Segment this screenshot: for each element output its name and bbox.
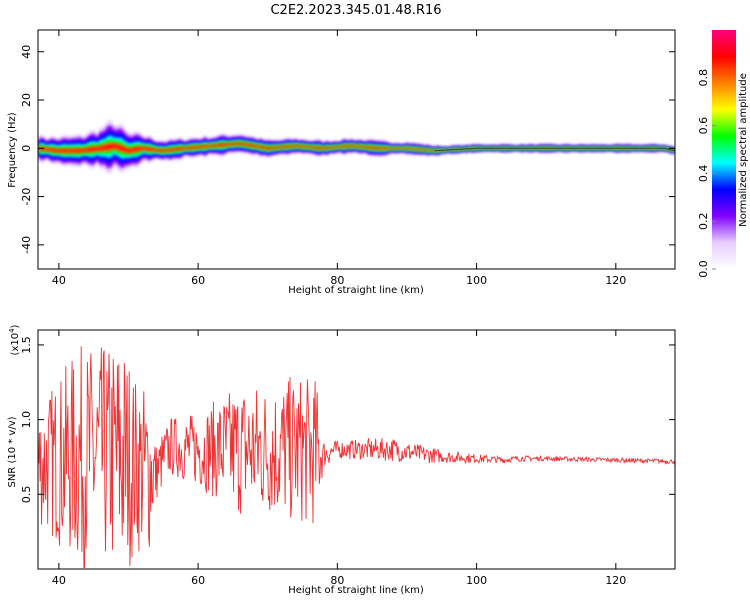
snr-frame — [37, 329, 676, 570]
y-tick-label: 0 — [20, 145, 33, 152]
spectrogram-heatmap — [38, 120, 675, 174]
x-tick-label: 40 — [52, 574, 66, 587]
colorbar-tick-label: 0.2 — [697, 212, 710, 230]
spectrogram-panel: 40 60 80 100 120 -40 -20 0 20 40 Height of straig… — [7, 29, 676, 296]
chart-title: C2E2.2023.345.01.48.R16 — [270, 3, 441, 18]
snr-y-axis-label: SNR (10 * v/v) — [7, 416, 18, 487]
colorbar-gradient — [712, 30, 736, 269]
colorbar-tick-label: 0.0 — [697, 260, 710, 278]
snr-ticks: 40 60 80 100 120 0.5 1.0 1.5 — [20, 330, 675, 587]
snr-series-line — [38, 346, 675, 568]
x-tick-label: 60 — [191, 274, 205, 287]
y-tick-label: 40 — [20, 45, 33, 59]
x-tick-label: 120 — [605, 274, 626, 287]
spectrogram-x-axis-label: Height of straight line (km) — [288, 285, 424, 296]
x-tick-label: 60 — [191, 574, 205, 587]
y-tick-label: 1.5 — [20, 336, 33, 354]
snr-y-multiplier: (x104) — [8, 324, 21, 355]
x-tick-label: 100 — [466, 274, 487, 287]
spectrogram-ridge-line — [434, 147, 675, 152]
y-tick-label: 20 — [20, 93, 33, 107]
spectrogram-y-axis-label: Frequency (Hz) — [7, 112, 18, 188]
y-tick-label: -40 — [20, 236, 33, 254]
snr-panel: 40 60 80 100 120 0.5 1.0 1.5 Height of straight… — [7, 324, 676, 596]
y-tick-label: 1.0 — [20, 411, 33, 429]
y-tick-label: -20 — [20, 188, 33, 206]
x-tick-label: 120 — [605, 574, 626, 587]
colorbar-label: Normalized spectral amplitude — [738, 73, 749, 227]
colorbar-tick-label: 0.6 — [697, 117, 710, 135]
x-tick-label: 80 — [330, 274, 344, 287]
colorbar-ticks: 0.0 0.2 0.4 0.6 0.8 — [697, 69, 716, 278]
y-tick-label: 0.5 — [20, 486, 33, 504]
colorbar-tick-label: 0.8 — [697, 69, 710, 87]
x-tick-label: 40 — [52, 274, 66, 287]
spectrogram-frame — [37, 29, 676, 270]
snr-x-axis-label: Height of straight line (km) — [288, 585, 424, 596]
x-tick-label: 80 — [330, 574, 344, 587]
spectrogram-band — [38, 139, 675, 156]
colorbar-tick-label: 0.4 — [697, 165, 710, 183]
spectrogram-ticks: 40 60 80 100 120 -40 -20 0 20 40 — [20, 30, 675, 287]
x-tick-label: 100 — [466, 574, 487, 587]
colorbar: 0.0 0.2 0.4 0.6 0.8 Normalized spectral ampl… — [697, 30, 749, 278]
